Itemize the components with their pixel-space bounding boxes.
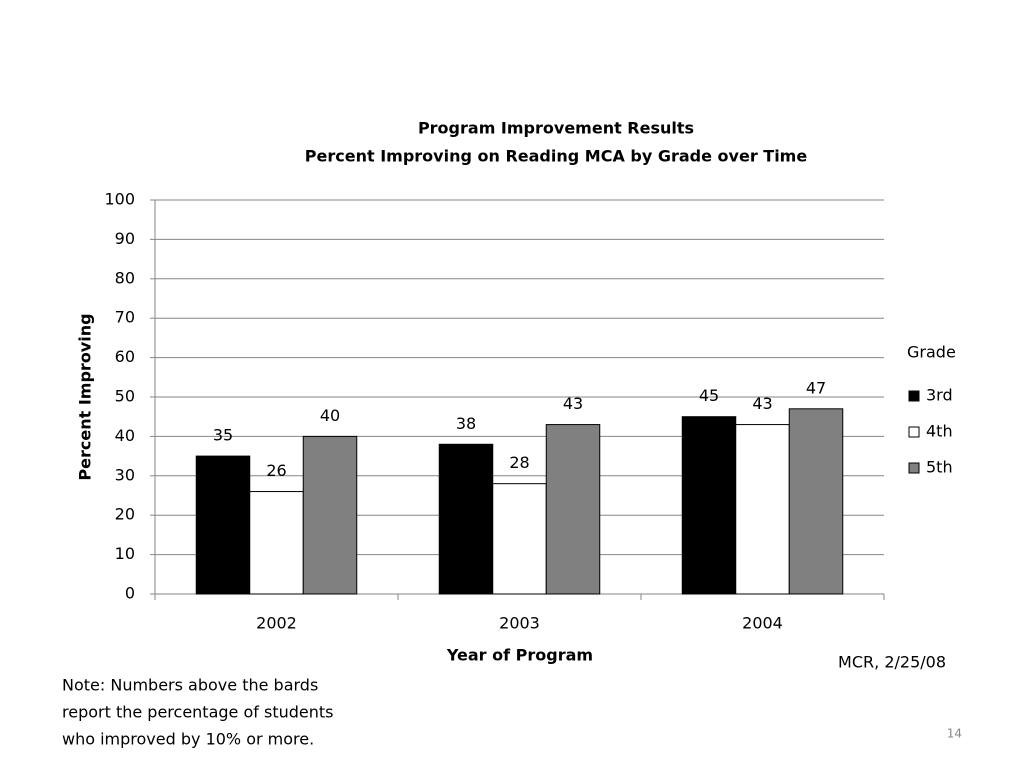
data-label: 45 <box>699 386 719 405</box>
note-line: who improved by 10% or more. <box>62 730 314 749</box>
data-label: 43 <box>752 394 772 413</box>
y-axis-label: Percent Improving <box>76 313 95 480</box>
y-tick-label: 40 <box>115 426 135 445</box>
data-label: 35 <box>213 426 233 445</box>
data-label: 43 <box>563 394 583 413</box>
legend-swatch <box>908 390 920 402</box>
legend-label: 4th <box>926 422 953 441</box>
y-tick-label: 100 <box>104 190 135 209</box>
bar <box>302 435 358 595</box>
y-tick-label: 50 <box>115 387 135 406</box>
data-label: 28 <box>509 453 529 472</box>
x-tick-label: 2002 <box>256 614 297 633</box>
y-tick-label: 10 <box>115 544 135 563</box>
y-tick-label: 20 <box>115 505 135 524</box>
data-label: 47 <box>806 378 826 397</box>
chart-title: Program Improvement Results <box>418 119 694 138</box>
data-label: 26 <box>266 461 286 480</box>
bar <box>545 424 601 595</box>
note-line: Note: Numbers above the bards <box>62 676 318 695</box>
legend-title: Grade <box>907 343 956 362</box>
y-tick-label: 70 <box>115 308 135 327</box>
y-tick-label: 30 <box>115 465 135 484</box>
y-tick-label: 80 <box>115 268 135 287</box>
data-label: 40 <box>320 406 340 425</box>
x-tick-label: 2004 <box>742 614 783 633</box>
bar <box>788 408 844 595</box>
y-tick-label: 90 <box>115 229 135 248</box>
legend-swatch <box>908 426 920 438</box>
bar <box>438 443 494 595</box>
bar <box>492 483 547 595</box>
note-line: report the percentage of students <box>62 703 333 722</box>
bar <box>735 424 790 595</box>
data-label: 38 <box>456 414 476 433</box>
legend-label: 5th <box>926 458 953 477</box>
y-tick-label: 60 <box>115 347 135 366</box>
bar <box>681 416 737 595</box>
page-number: 14 <box>947 727 962 741</box>
bar <box>195 455 251 595</box>
x-tick-label: 2003 <box>499 614 540 633</box>
y-tick-label: 0 <box>125 584 135 603</box>
legend-swatch <box>908 462 920 474</box>
chart-subtitle: Percent Improving on Reading MCA by Grad… <box>305 147 808 166</box>
x-axis-label: Year of Program <box>446 646 593 665</box>
bar <box>249 491 304 595</box>
credit: MCR, 2/25/08 <box>838 653 946 672</box>
legend-label: 3rd <box>926 386 953 405</box>
